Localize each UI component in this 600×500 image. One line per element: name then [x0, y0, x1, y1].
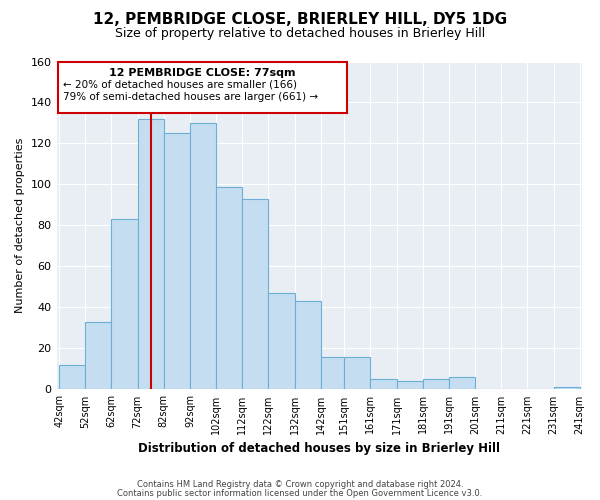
Bar [554, 388, 580, 390]
Bar [397, 381, 423, 390]
X-axis label: Distribution of detached houses by size in Brierley Hill: Distribution of detached houses by size … [139, 442, 500, 455]
Bar [344, 356, 370, 390]
Bar [112, 220, 137, 390]
Text: Contains HM Land Registry data © Crown copyright and database right 2024.: Contains HM Land Registry data © Crown c… [137, 480, 463, 489]
Text: Size of property relative to detached houses in Brierley Hill: Size of property relative to detached ho… [115, 28, 485, 40]
Bar [59, 365, 85, 390]
Text: 12 PEMBRIDGE CLOSE: 77sqm: 12 PEMBRIDGE CLOSE: 77sqm [109, 68, 296, 78]
Bar [190, 123, 216, 390]
Text: ← 20% of detached houses are smaller (166): ← 20% of detached houses are smaller (16… [63, 80, 297, 90]
Bar [164, 133, 190, 390]
Bar [216, 186, 242, 390]
Text: Contains public sector information licensed under the Open Government Licence v3: Contains public sector information licen… [118, 488, 482, 498]
Bar [242, 199, 268, 390]
Bar [268, 293, 295, 390]
Bar [370, 379, 397, 390]
Bar [449, 377, 475, 390]
Text: 79% of semi-detached houses are larger (661) →: 79% of semi-detached houses are larger (… [63, 92, 318, 102]
Y-axis label: Number of detached properties: Number of detached properties [15, 138, 25, 313]
FancyBboxPatch shape [58, 62, 347, 112]
Bar [85, 322, 112, 390]
Bar [295, 302, 321, 390]
Bar [137, 119, 164, 390]
Bar [423, 379, 449, 390]
Bar [321, 356, 344, 390]
Text: 12, PEMBRIDGE CLOSE, BRIERLEY HILL, DY5 1DG: 12, PEMBRIDGE CLOSE, BRIERLEY HILL, DY5 … [93, 12, 507, 28]
